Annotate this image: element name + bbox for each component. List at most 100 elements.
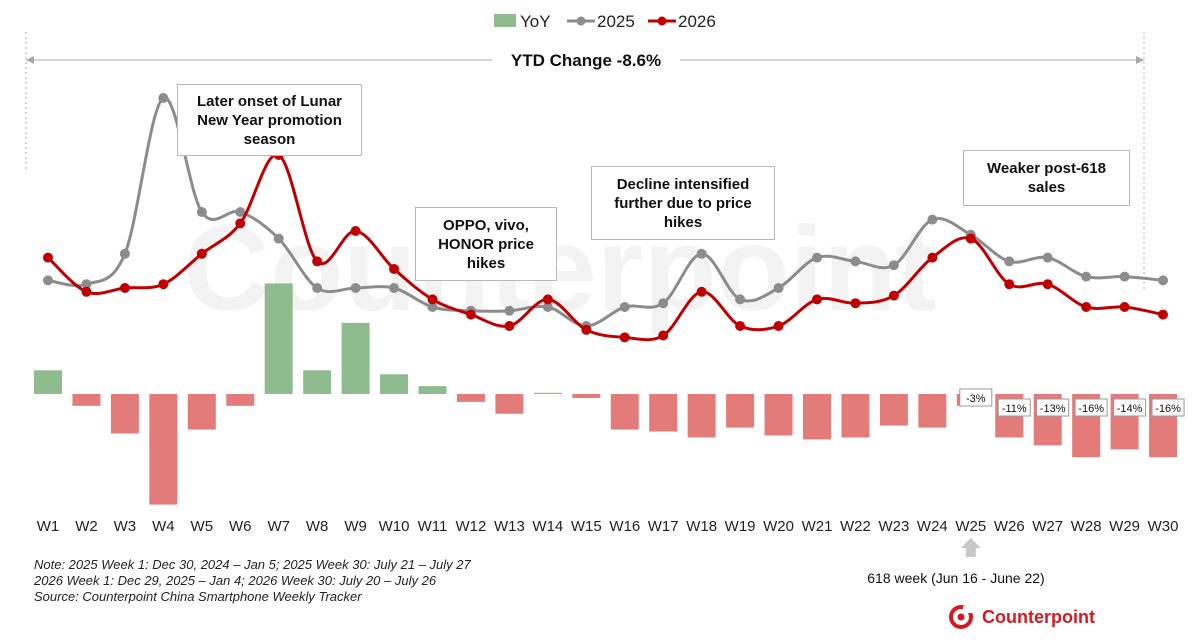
point-2025-W26	[1004, 256, 1015, 267]
yoy-bar-W15	[572, 394, 601, 398]
legend-2025-label: 2025	[597, 12, 635, 31]
counterpoint-logo-text: Counterpoint	[982, 606, 1095, 627]
x-tick-W14: W14	[532, 518, 563, 535]
point-2026-W30	[1158, 309, 1169, 320]
x-tick-W26: W26	[994, 518, 1025, 535]
data-label-box-W30	[1151, 398, 1185, 417]
point-2025-W9	[350, 283, 361, 293]
point-2026-W11	[427, 294, 438, 305]
point-2026-W24	[927, 252, 938, 263]
x-tick-W23: W23	[878, 518, 909, 535]
source-line: Source: Counterpoint China Smartphone We…	[34, 589, 362, 604]
point-2026-W8	[312, 256, 323, 267]
yoy-bar-W7	[264, 283, 293, 394]
data-label-box-W28	[1074, 398, 1108, 417]
ytd-arrowhead-left	[26, 56, 34, 64]
point-2026-W17	[658, 330, 669, 341]
yoy-bar-W4	[149, 394, 178, 505]
yoy-bar-W14	[533, 392, 562, 394]
point-2026-W14	[542, 294, 553, 305]
x-tick-W3: W3	[114, 518, 137, 535]
data-label-W27: -13%	[1040, 403, 1066, 415]
counterpoint-logo-icon	[949, 605, 973, 629]
annotation-post-618: Weaker post-618 sales	[963, 150, 1130, 206]
annotation-lunar-new-year: Later onset of Lunar New Year promotion …	[177, 84, 362, 156]
point-2026-W13	[504, 321, 515, 331]
point-2025-W19	[735, 294, 746, 305]
point-2026-W6	[235, 218, 246, 229]
point-2025-W18	[696, 248, 707, 259]
x-tick-W24: W24	[917, 518, 948, 535]
point-2026-W10	[389, 264, 400, 274]
x-tick-W13: W13	[494, 518, 525, 535]
point-2025-W29	[1119, 271, 1130, 282]
legend-swatch-yoy	[494, 14, 516, 27]
x-tick-W9: W9	[344, 518, 367, 535]
yoy-bar-W21	[803, 394, 831, 440]
data-label-box-W25	[959, 388, 993, 407]
x-tick-W27: W27	[1032, 518, 1063, 535]
point-2025-W20	[773, 283, 784, 293]
point-2025-W6	[235, 207, 246, 217]
point-2026-W25	[965, 233, 976, 244]
yoy-bar-W12	[456, 394, 485, 402]
point-2026-W21	[812, 294, 822, 305]
yoy-bar-W10	[380, 374, 409, 394]
x-tick-W28: W28	[1071, 518, 1102, 535]
point-2026-W1	[43, 252, 53, 263]
note-line-2: 2026 Week 1: Dec 29, 2025 – Jan 4; 2026 …	[34, 573, 437, 588]
data-label-W30: -16%	[1155, 403, 1181, 415]
yoy-bar-W1	[34, 370, 62, 394]
yoy-bar-W6	[226, 394, 255, 406]
data-label-box-W26	[997, 398, 1031, 417]
x-tick-W18: W18	[686, 518, 717, 535]
point-2025-W16	[619, 302, 630, 312]
point-2026-W19	[735, 321, 746, 331]
point-2025-W27	[1042, 252, 1053, 263]
legend-label-yoy: YoY	[520, 12, 551, 31]
x-tick-W16: W16	[609, 518, 640, 535]
ytd-change-label: YTD Change -8.6%	[511, 51, 661, 70]
point-2026-W28	[1081, 302, 1092, 312]
point-2026-W5	[196, 248, 207, 259]
point-2025-W11	[427, 302, 438, 312]
point-2025-W5	[196, 207, 207, 217]
annotation-decline-intensified: Decline intensified further due to price…	[591, 166, 775, 240]
note-line-1: Note: 2025 Week 1: Dec 30, 2024 – Jan 5;…	[34, 557, 471, 572]
data-label-W25: -3%	[966, 393, 986, 405]
x-tick-W2: W2	[75, 518, 98, 535]
point-2026-W22	[850, 298, 861, 309]
point-2025-W8	[312, 283, 323, 293]
ytd-arrowhead-right	[1136, 56, 1144, 64]
x-tick-W22: W22	[840, 518, 871, 535]
point-2026-W27	[1042, 279, 1053, 290]
x-tick-W1: W1	[37, 518, 60, 535]
yoy-bar-W17	[649, 394, 678, 432]
x-tick-W7: W7	[267, 518, 290, 535]
point-2025-W1	[43, 275, 53, 286]
legend-2026-label: 2026	[678, 12, 716, 31]
legend-2026-marker	[657, 16, 667, 26]
point-2025-W17	[658, 298, 669, 309]
x-tick-W15: W15	[571, 518, 602, 535]
data-label-box-W27	[1036, 398, 1070, 417]
point-2026-W9	[350, 226, 361, 236]
x-tick-W12: W12	[456, 518, 487, 535]
yoy-bar-W8	[303, 370, 332, 394]
x-tick-W20: W20	[763, 518, 794, 535]
point-2025-W28	[1081, 271, 1092, 282]
point-2025-W10	[389, 283, 400, 293]
yoy-bar-W13	[495, 394, 524, 414]
point-2025-W3	[119, 248, 130, 259]
yoy-bar-W18	[687, 394, 716, 438]
legend-2025-marker	[576, 16, 586, 26]
point-2026-W2	[81, 286, 92, 297]
annotation-price-hikes: OPPO, vivo, HONOR price hikes	[415, 207, 557, 281]
week-618-label: 618 week (Jun 16 - June 22)	[867, 570, 1045, 586]
point-2026-W20	[773, 321, 784, 331]
yoy-bar-W3	[110, 394, 139, 434]
point-2025-W2	[81, 279, 92, 290]
data-label-box-W29	[1113, 398, 1147, 417]
point-2026-W18	[696, 286, 707, 297]
x-tick-W19: W19	[725, 518, 756, 535]
